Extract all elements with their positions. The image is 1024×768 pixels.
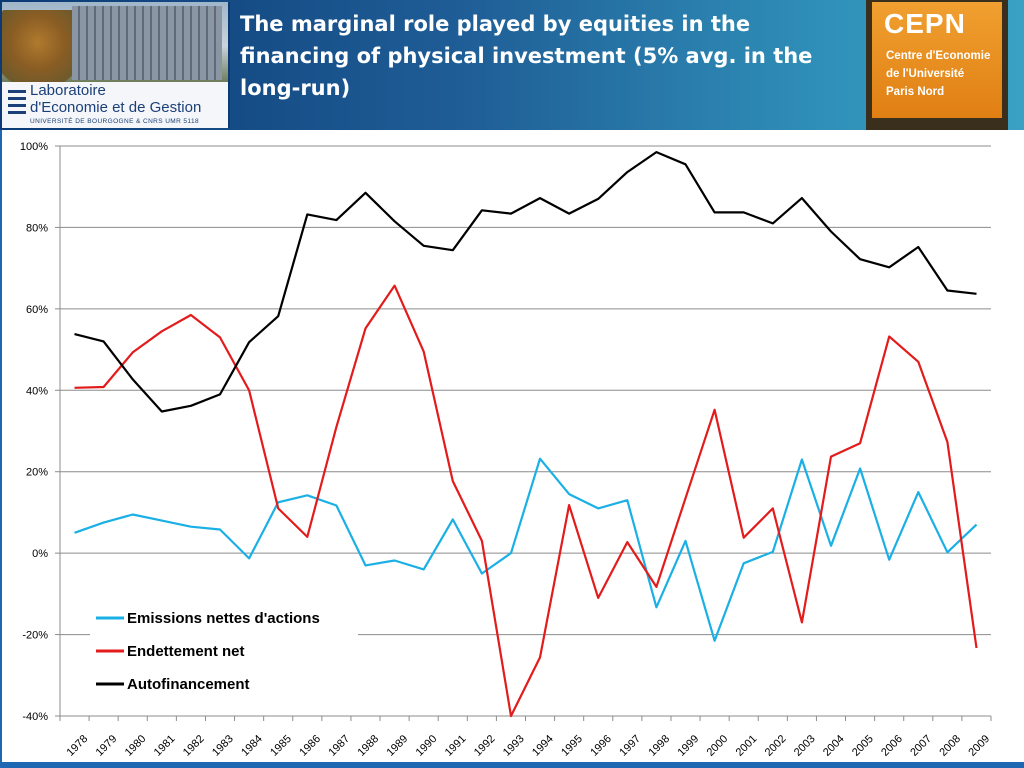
x-tick-labels: 1978 1979 1980 1981 1982 1983 1984 1985 1986 1987… bbox=[65, 733, 993, 759]
slide-header: Laboratoire d'Economie et de Gestion UNI… bbox=[0, 0, 1024, 130]
bottom-accent-bar bbox=[0, 762, 1024, 768]
series-lines bbox=[74, 151, 978, 718]
slide-title: The marginal role played by equities in … bbox=[240, 12, 813, 100]
y-tick-label: 80% bbox=[26, 222, 48, 234]
lab-name-line2: d'Economie et de Gestion bbox=[30, 99, 202, 116]
x-tick-label: 2002 bbox=[763, 733, 789, 759]
cepn-orange-panel: CEPN Centre d'Economie de l'Université P… bbox=[872, 2, 1002, 118]
x-tick-label: 2000 bbox=[705, 733, 731, 759]
y-tick-label: 60% bbox=[26, 304, 48, 316]
legend-label: Autofinancement bbox=[127, 676, 250, 693]
cepn-logo: CEPN Centre d'Economie de l'Université P… bbox=[866, 0, 1008, 130]
x-tick-label: 2001 bbox=[734, 733, 760, 759]
x-tick-label: 1997 bbox=[617, 733, 643, 759]
laboratoire-logo: Laboratoire d'Economie et de Gestion UNI… bbox=[2, 2, 230, 128]
x-tick-label: 2006 bbox=[879, 733, 905, 759]
left-accent-bar bbox=[0, 130, 2, 762]
y-tick-label: 0% bbox=[32, 548, 48, 560]
x-tick-label: 2004 bbox=[821, 733, 847, 759]
lab-name-line1: Laboratoire bbox=[30, 82, 106, 99]
x-tick-label: 1980 bbox=[123, 733, 149, 759]
chart-legend: Emissions nettes d'actions Endettement ne… bbox=[90, 600, 358, 700]
cepn-title: CEPN bbox=[884, 8, 966, 39]
legend-background bbox=[90, 600, 358, 700]
x-tick-label: 1999 bbox=[675, 733, 701, 759]
series-line bbox=[74, 284, 978, 718]
building-image bbox=[72, 6, 222, 80]
legend-label: Endettement net bbox=[127, 643, 245, 660]
x-tick-label: 2005 bbox=[850, 733, 876, 759]
x-tick-label: 1990 bbox=[414, 733, 440, 759]
x-tick-label: 1988 bbox=[355, 733, 381, 759]
x-tick-label: 2008 bbox=[937, 733, 963, 759]
x-tick-label: 1985 bbox=[268, 733, 294, 759]
x-tick-label: 1981 bbox=[152, 733, 178, 759]
x-tick-label: 1979 bbox=[94, 733, 120, 759]
x-tick-label: 1983 bbox=[210, 733, 236, 759]
x-tick-label: 2009 bbox=[966, 733, 992, 759]
lab-subtitle: UNIVERSITÉ DE BOURGOGNE & CNRS UMR 5118 bbox=[30, 118, 199, 125]
x-tick-label: 2007 bbox=[908, 733, 934, 759]
x-tick-label: 1987 bbox=[326, 733, 352, 759]
x-tick-label: 1995 bbox=[559, 733, 585, 759]
x-tick-label: 1998 bbox=[646, 733, 672, 759]
x-tick-label: 1989 bbox=[385, 733, 411, 759]
x-tick-label: 1984 bbox=[239, 733, 265, 759]
x-tick-label: 1993 bbox=[501, 733, 527, 759]
legend-label: Emissions nettes d'actions bbox=[127, 610, 320, 627]
y-tick-label: -20% bbox=[22, 630, 48, 642]
x-tick-label: 2003 bbox=[792, 733, 818, 759]
x-tick-label: 1994 bbox=[530, 733, 556, 759]
cepn-line2: de l'Université bbox=[886, 68, 965, 80]
y-tick-labels: -40% -20% 0% 20% 40% 60% 80% 100% bbox=[20, 141, 48, 723]
campus-photo bbox=[2, 2, 228, 82]
y-tick-label: 100% bbox=[20, 141, 48, 153]
series-line bbox=[74, 457, 978, 642]
x-tick-label: 1991 bbox=[443, 733, 469, 759]
y-tick-label: 40% bbox=[26, 385, 48, 397]
y-tick-label: -40% bbox=[22, 711, 48, 723]
lab-emblem-icon bbox=[8, 90, 26, 114]
x-tick-label: 1978 bbox=[65, 733, 91, 759]
axes bbox=[55, 145, 992, 721]
x-tick-label: 1982 bbox=[181, 733, 207, 759]
series-line bbox=[74, 151, 977, 413]
line-chart: -40%-20%0%20%40%60%80%100% 1978 1979 1980 1… bbox=[20, 141, 993, 759]
cepn-line1: Centre d'Economie bbox=[886, 50, 991, 62]
x-tick-label: 1986 bbox=[297, 733, 323, 759]
x-tick-label: 1992 bbox=[472, 733, 498, 759]
cepn-line3: Paris Nord bbox=[886, 86, 945, 98]
x-tick-label: 1996 bbox=[588, 733, 614, 759]
y-tick-label: 20% bbox=[26, 467, 48, 479]
